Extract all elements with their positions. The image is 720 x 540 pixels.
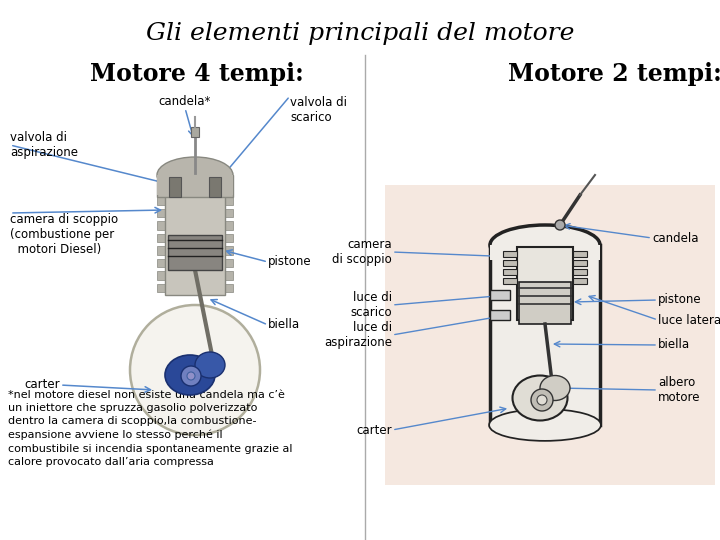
- Bar: [573, 269, 587, 275]
- Bar: [503, 269, 517, 275]
- Circle shape: [555, 220, 565, 230]
- Text: carter: carter: [24, 379, 60, 392]
- Bar: [157, 175, 233, 197]
- Circle shape: [187, 372, 195, 380]
- Bar: [225, 271, 233, 280]
- Bar: [225, 259, 233, 267]
- Bar: [573, 278, 587, 284]
- Bar: [209, 177, 221, 197]
- Ellipse shape: [490, 225, 600, 265]
- Text: pistone: pistone: [658, 294, 701, 307]
- Ellipse shape: [165, 355, 215, 395]
- Bar: [157, 233, 165, 242]
- Bar: [490, 245, 600, 260]
- Text: camera di scoppio
(combustione per
  motori Diesel): camera di scoppio (combustione per motor…: [10, 213, 118, 256]
- Bar: [157, 196, 165, 205]
- Bar: [225, 208, 233, 217]
- Text: luce laterale: luce laterale: [658, 314, 720, 327]
- Text: valvola di
scarico: valvola di scarico: [290, 96, 347, 124]
- Ellipse shape: [490, 410, 600, 440]
- Bar: [225, 196, 233, 205]
- Ellipse shape: [540, 375, 570, 401]
- Bar: [157, 175, 233, 195]
- Text: albero
motore: albero motore: [658, 376, 701, 404]
- Bar: [503, 278, 517, 284]
- Text: luce di
aspirazione: luce di aspirazione: [324, 321, 392, 349]
- Bar: [573, 251, 587, 257]
- Text: biella: biella: [268, 319, 300, 332]
- Text: carter: carter: [356, 423, 392, 436]
- Ellipse shape: [195, 352, 225, 378]
- Bar: [165, 195, 225, 295]
- Text: biella: biella: [658, 339, 690, 352]
- Bar: [157, 208, 165, 217]
- Bar: [157, 259, 165, 267]
- Bar: [573, 260, 587, 266]
- Text: valvola di
aspirazione: valvola di aspirazione: [10, 131, 78, 159]
- Bar: [157, 221, 165, 230]
- Bar: [225, 246, 233, 255]
- Bar: [519, 282, 571, 324]
- Circle shape: [537, 395, 547, 405]
- Circle shape: [531, 389, 553, 411]
- Bar: [225, 233, 233, 242]
- Ellipse shape: [157, 157, 233, 193]
- Ellipse shape: [490, 410, 600, 440]
- Text: pistone: pistone: [268, 255, 312, 268]
- Text: luce di
scarico: luce di scarico: [351, 291, 392, 319]
- Bar: [225, 284, 233, 292]
- Bar: [157, 284, 165, 292]
- Text: Gli elementi principali del motore: Gli elementi principali del motore: [146, 22, 574, 45]
- Bar: [191, 127, 199, 137]
- Text: candela*: candela*: [159, 95, 211, 108]
- Circle shape: [181, 366, 201, 386]
- Bar: [490, 290, 510, 300]
- Bar: [157, 246, 165, 255]
- Bar: [168, 235, 222, 270]
- Bar: [169, 177, 181, 197]
- Ellipse shape: [513, 375, 567, 421]
- Bar: [157, 271, 165, 280]
- Text: camera
di scoppio: camera di scoppio: [332, 238, 392, 266]
- Bar: [225, 221, 233, 230]
- Bar: [490, 310, 510, 320]
- Bar: [385, 185, 715, 485]
- Bar: [517, 247, 573, 320]
- Circle shape: [130, 305, 260, 435]
- Bar: [503, 260, 517, 266]
- Bar: [490, 245, 600, 425]
- Text: candela: candela: [652, 232, 698, 245]
- Text: *nel motore diesel non esiste una candela ma c’è
un iniettore che spruzza gasoli: *nel motore diesel non esiste una candel…: [8, 390, 292, 467]
- Text: Motore 4 tempi:: Motore 4 tempi:: [90, 62, 304, 86]
- Bar: [503, 251, 517, 257]
- Text: Motore 2 tempi:: Motore 2 tempi:: [508, 62, 720, 86]
